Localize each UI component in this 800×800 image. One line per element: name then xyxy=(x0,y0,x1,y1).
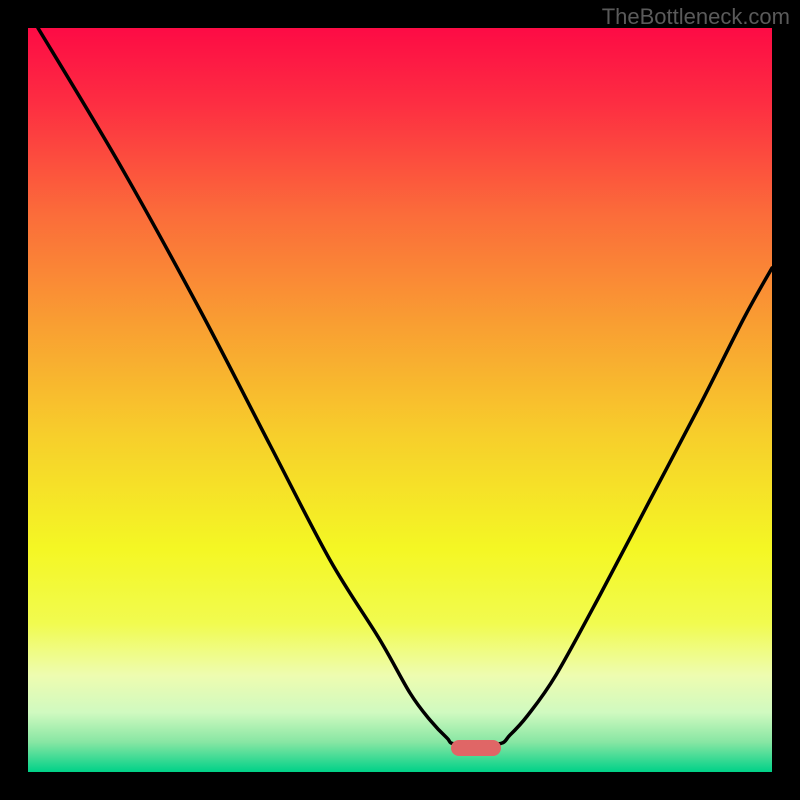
plot-background xyxy=(28,28,772,772)
attribution-text: TheBottleneck.com xyxy=(602,4,790,30)
bottleneck-chart: TheBottleneck.com xyxy=(0,0,800,800)
optimum-marker xyxy=(451,740,501,756)
chart-svg xyxy=(0,0,800,800)
